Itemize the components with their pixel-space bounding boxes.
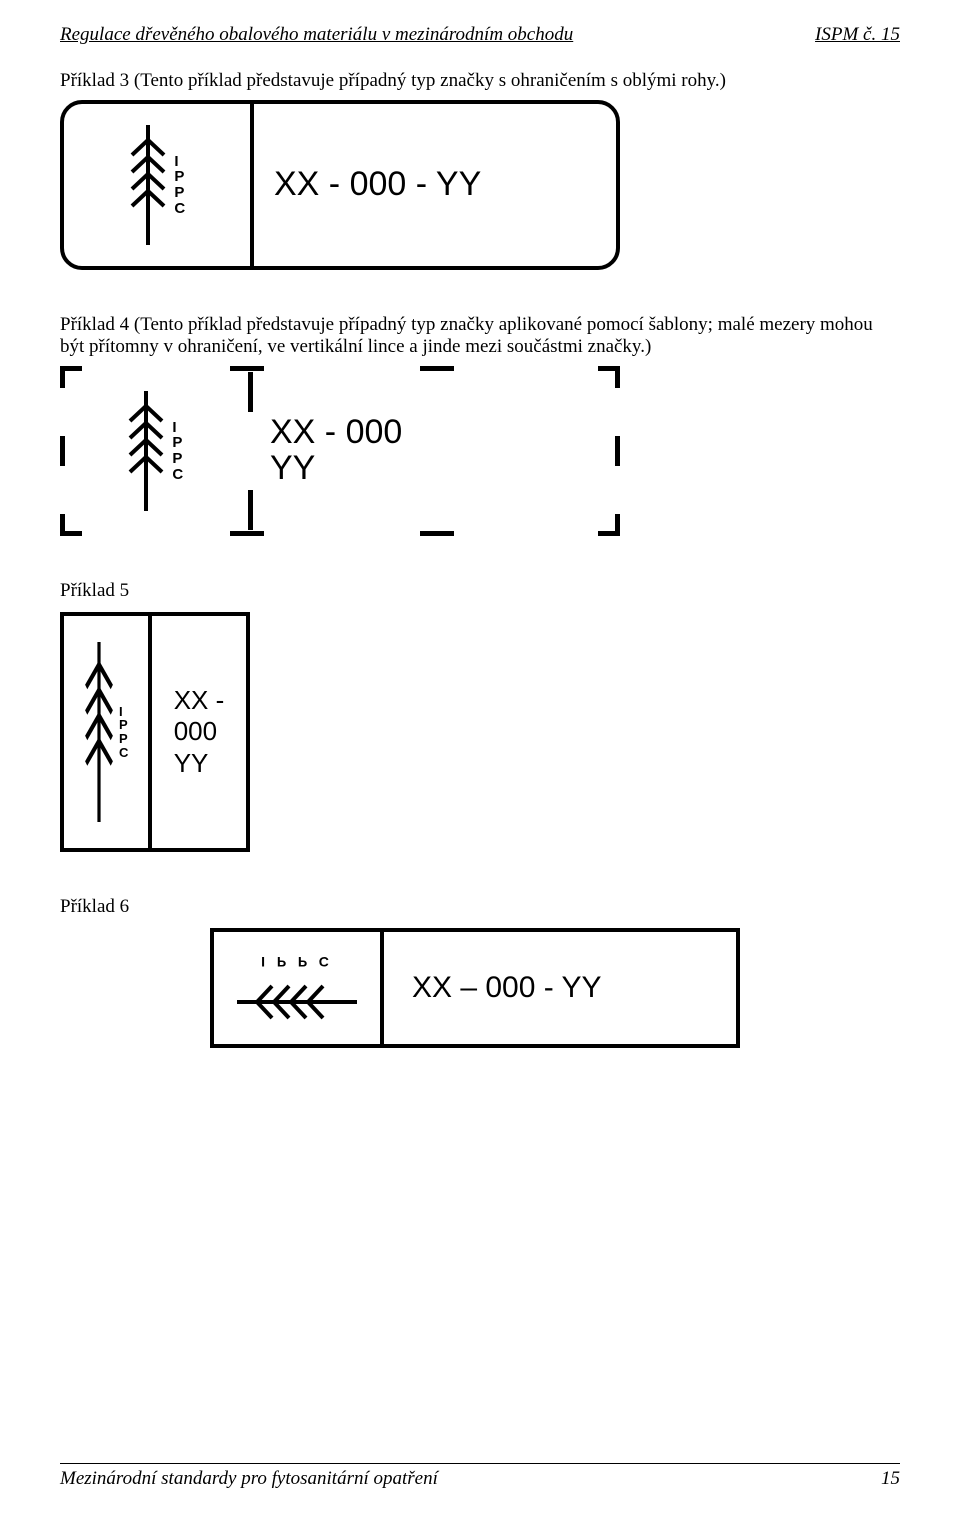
example5-mark: I P P C XX - 000 YY (60, 612, 250, 852)
ippc-letters-text: I P P C (261, 954, 333, 970)
example4-label: Příklad 4 (Tento příklad představuje pří… (60, 314, 900, 358)
example6-code: XX – 000 - YY (412, 972, 602, 1004)
ippc-letters: I P P C (172, 420, 183, 483)
ippc-letters: I P P C (174, 154, 185, 217)
example6-row: I P P C XX – 000 - YY (60, 928, 900, 1048)
header-left: Regulace dřevěného obalového materiálu v… (60, 24, 573, 46)
footer-page-number: 15 (881, 1468, 900, 1490)
example3-mark: I P P C XX - 000 - YY (60, 100, 620, 270)
example6-mark: I P P C XX – 000 - YY (210, 928, 740, 1048)
ippc-symbol-icon: I P P C (83, 642, 129, 822)
example3-code: XX - 000 - YY (274, 167, 481, 203)
example6-symbol-cell: I P P C (214, 932, 384, 1044)
example4-symbol-cell: I P P C (60, 366, 250, 536)
ippc-symbol-icon: I P P C (126, 386, 183, 516)
example4-code-cell: XX - 000 YY (250, 366, 620, 536)
example4-mark: I P P C XX - 000 YY (60, 366, 620, 536)
example5-label: Příklad 5 (60, 580, 900, 602)
footer-left: Mezinárodní standardy pro fytosanitární … (60, 1468, 438, 1490)
example5-code-line2: 000 (174, 716, 217, 746)
example4-code-line1: XX - 000 (270, 413, 402, 451)
example4-code-line2: YY (270, 449, 315, 487)
example6-label: Příklad 6 (60, 896, 900, 918)
example6-code-cell: XX – 000 - YY (384, 932, 736, 1044)
header-right: ISPM č. 15 (815, 24, 900, 46)
example5-code: XX - 000 YY (174, 685, 225, 779)
example5-code-line3: YY (174, 748, 209, 778)
example5-symbol-cell: I P P C (64, 616, 152, 848)
page-header: Regulace dřevěného obalového materiálu v… (60, 24, 900, 46)
example3-label: Příklad 3 (Tento příklad představuje pří… (60, 70, 900, 92)
ippc-symbol-icon: I P P C (128, 120, 185, 250)
example3-code-cell: XX - 000 - YY (254, 104, 616, 266)
example4-code: XX - 000 YY (270, 415, 402, 486)
example3-symbol-cell: I P P C (64, 104, 254, 266)
example5-code-cell: XX - 000 YY (152, 616, 246, 848)
ippc-symbol-icon: I P P C (232, 954, 362, 1022)
ippc-letters: I P P C (119, 705, 129, 760)
page-footer: Mezinárodní standardy pro fytosanitární … (60, 1463, 900, 1490)
example5-code-line1: XX - (174, 685, 225, 715)
ippc-letters: I P P C (261, 954, 333, 970)
